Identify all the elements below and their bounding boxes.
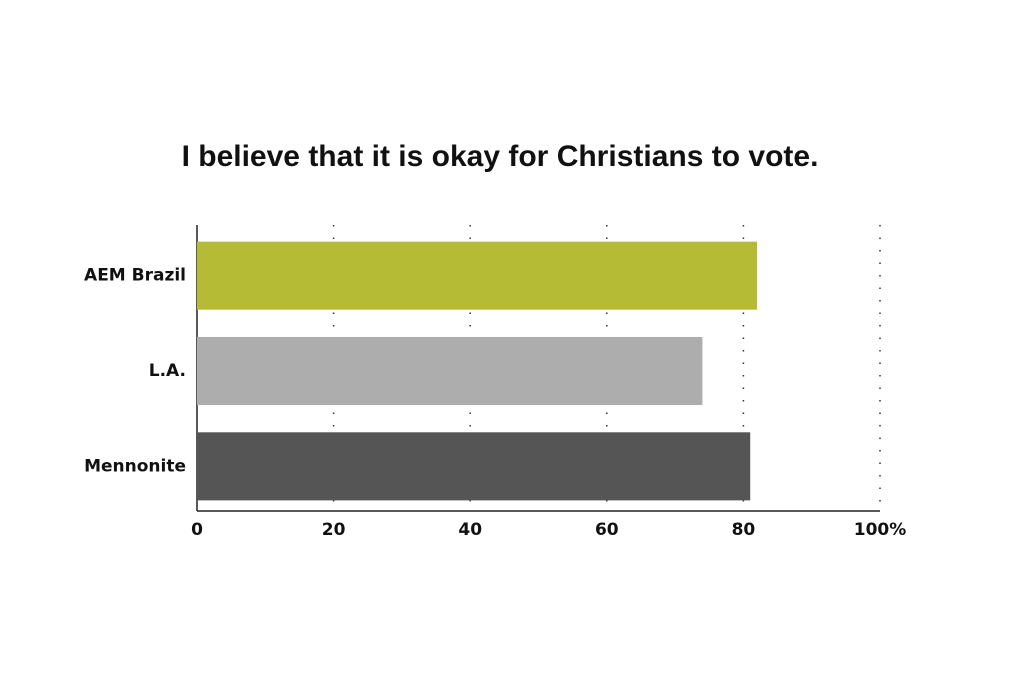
bar — [197, 336, 703, 406]
y-tick-label: AEM Brazil — [84, 266, 186, 286]
x-tick-label: 80 — [732, 520, 756, 540]
chart-title: I believe that it is okay for Christians… — [182, 140, 819, 173]
bar — [197, 432, 751, 501]
y-tick-label: L.A. — [149, 361, 186, 381]
x-tick-label: 0 — [191, 520, 203, 540]
x-tick-label: 20 — [322, 520, 346, 540]
x-tick-label: 60 — [595, 520, 619, 540]
x-tick-label: 100% — [854, 520, 907, 540]
bar — [197, 241, 758, 310]
y-tick-label: Mennonite — [84, 456, 186, 476]
x-tick-label: 40 — [458, 520, 482, 540]
